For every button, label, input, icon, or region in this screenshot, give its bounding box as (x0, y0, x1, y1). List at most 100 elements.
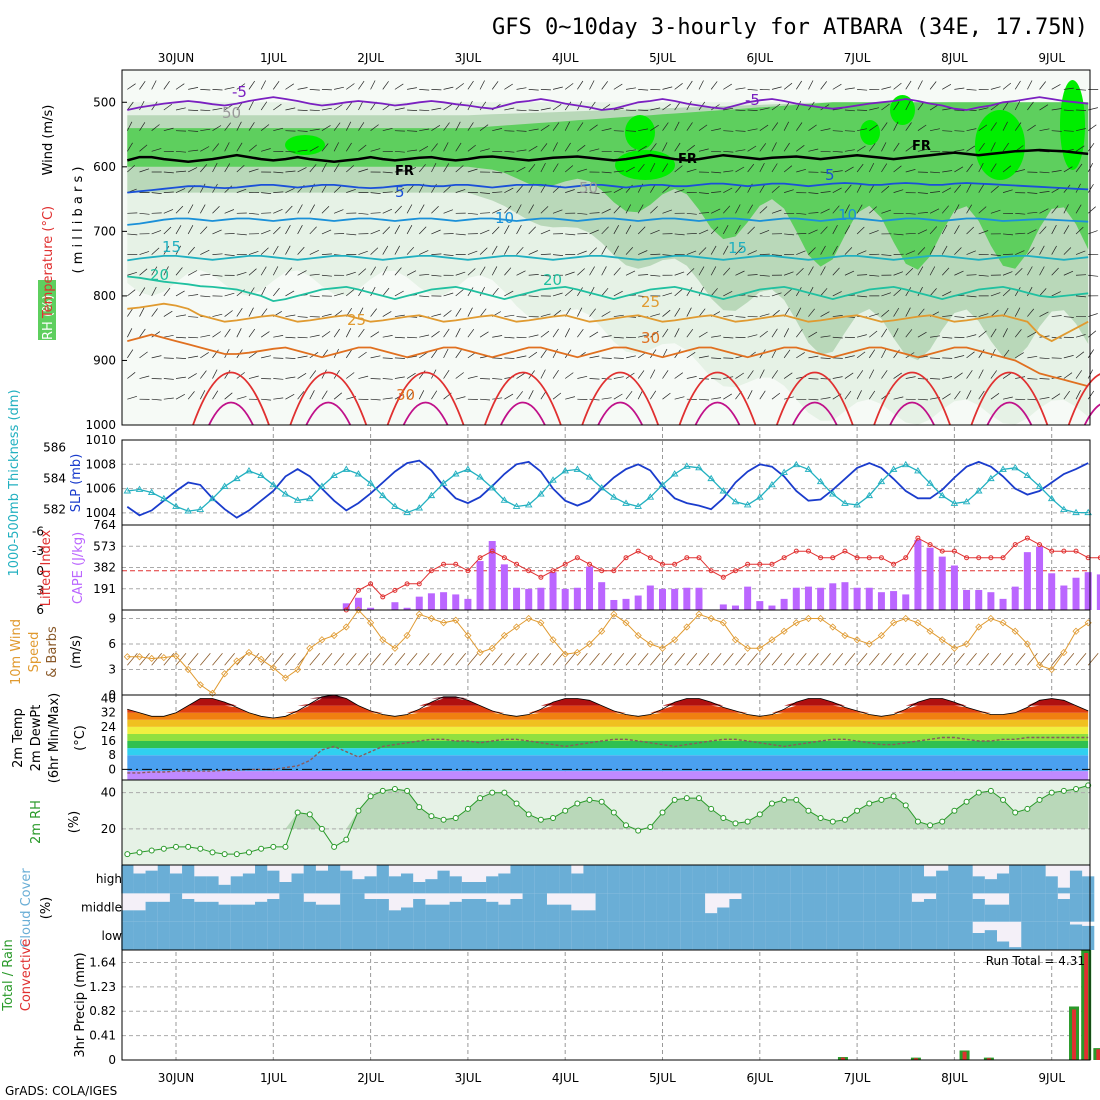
wind-barb (917, 212, 928, 214)
wind-barb (297, 316, 308, 318)
wind-barb (1027, 308, 1035, 317)
temp-contour-hot (678, 371, 757, 426)
temp-contour-hottest (1083, 403, 1100, 426)
lifted-index-line (345, 537, 1100, 611)
thickness-point (877, 477, 886, 485)
wind-barb (771, 142, 777, 152)
wind-barb (625, 247, 634, 255)
wind10m-barb (224, 652, 235, 666)
wind-barb (1014, 267, 1023, 276)
cloud-bar (534, 893, 547, 922)
cloud-bar (364, 899, 377, 922)
wind-speed-point (768, 636, 776, 644)
cape-bar (561, 588, 569, 610)
cape-bar (573, 587, 581, 610)
wind-barb (321, 369, 327, 379)
wind-barb (893, 82, 902, 90)
slp-ytick: 1010 (85, 433, 116, 447)
wind-speed-point (853, 636, 861, 644)
wind-barb (273, 103, 282, 111)
wind10m-barb (1014, 652, 1026, 666)
thickness-point (342, 465, 351, 472)
wind-barb (1087, 390, 1095, 400)
thickness-point (670, 470, 679, 477)
wind-barb (589, 308, 596, 317)
wind-speed-point (585, 640, 594, 648)
cloud-bar (230, 921, 243, 950)
cape-bar (598, 582, 606, 610)
thickness-point (403, 508, 411, 516)
wind-barb (723, 205, 731, 214)
cloud-bar (291, 921, 304, 950)
wind-barb (1075, 128, 1086, 132)
wind-barb (820, 335, 831, 338)
wind10m-barb (504, 652, 515, 666)
wind-barb (200, 352, 209, 359)
wind-barb (893, 165, 902, 173)
wind-barb (978, 107, 989, 111)
rh2m-point (525, 811, 532, 818)
wind-barb (1063, 166, 1073, 173)
wind-barb (358, 351, 367, 359)
wind10m-barb (577, 652, 588, 666)
cloud-bar (206, 921, 219, 950)
wind-barb (492, 397, 503, 400)
wind-barb (747, 89, 758, 91)
cloud-bar (1021, 893, 1034, 922)
wind-barb (857, 295, 868, 298)
wind-barb (540, 330, 550, 338)
rh2m-point (306, 811, 313, 818)
cape-bar (452, 594, 460, 610)
wind10m-barb (200, 652, 211, 666)
wind-barb (382, 335, 393, 338)
wind-barb (236, 328, 242, 338)
wind-barb (601, 171, 612, 174)
wind-barb (370, 229, 381, 235)
wind-barb (783, 82, 793, 90)
wind-barb (625, 225, 632, 235)
wind-barb (662, 185, 671, 193)
wind-speed-point (719, 619, 727, 627)
wind-barb (698, 266, 705, 276)
wind-barb (747, 204, 754, 214)
wind-barb (601, 81, 608, 90)
wind-barb (577, 80, 584, 90)
temp-contour-hottest (208, 401, 254, 426)
date-label-top: 8JUL (941, 51, 968, 65)
wind-barb (418, 226, 427, 235)
wind-barb (710, 226, 719, 235)
wind-barb (589, 398, 600, 401)
cape-bar (1011, 586, 1019, 610)
cloud-bar (1021, 865, 1034, 894)
cloud-bar (802, 893, 815, 922)
lifted-index-point (660, 561, 665, 567)
wind10m-barb (856, 652, 868, 666)
cloud-bar (1082, 876, 1095, 894)
freezing-level-label: FR (912, 139, 931, 154)
precip-convective-bar (986, 1058, 991, 1060)
cape-bar (792, 587, 800, 610)
wind10m-barb (1063, 652, 1075, 666)
wind-barb (1039, 266, 1045, 276)
wind10m-barb (333, 652, 345, 666)
wind10m-barb (248, 652, 260, 666)
wind-speed-point (658, 644, 667, 652)
wind-speed-point (464, 631, 472, 640)
wind-barb (674, 328, 680, 338)
wind-barb (200, 226, 208, 235)
wind-barb (710, 81, 718, 90)
wind-barb (492, 378, 503, 380)
cape-bar (695, 587, 703, 610)
wind-speed-point (440, 619, 448, 627)
wind-barb (747, 370, 754, 379)
wind-barb (881, 328, 888, 338)
thickness-point (561, 467, 569, 474)
wind-barb (710, 288, 718, 297)
cloud-bar (583, 921, 596, 950)
wind-barb (832, 291, 842, 297)
wind-barb (650, 229, 660, 235)
wind-barb (382, 127, 393, 132)
wind-barb (394, 314, 405, 317)
lifted-index-point (441, 561, 447, 567)
wind-barb (382, 397, 393, 400)
